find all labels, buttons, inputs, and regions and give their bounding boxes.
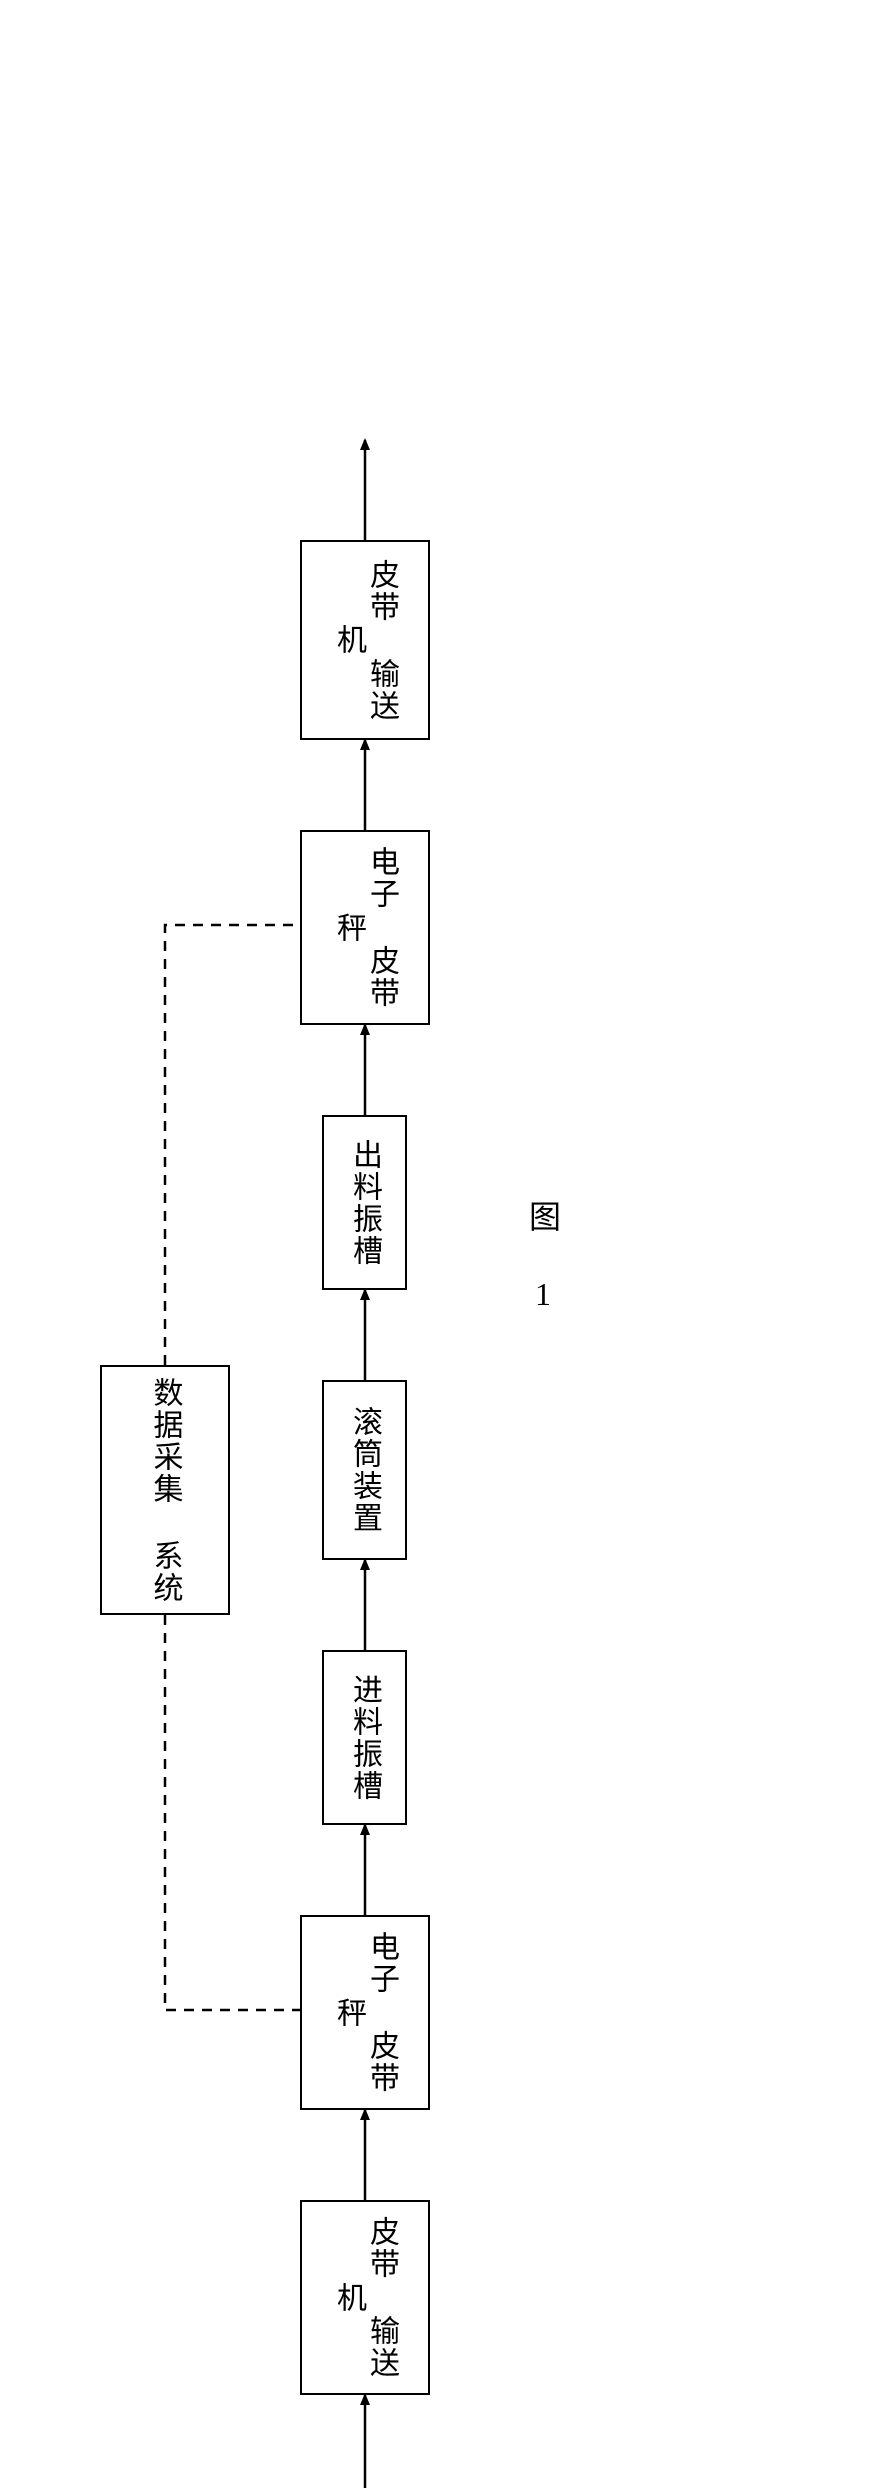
flow-node-n7: 皮带 输送机 bbox=[300, 540, 430, 740]
data-link-dashed bbox=[165, 925, 300, 1365]
flow-node-n5: 出料振槽 bbox=[322, 1115, 407, 1290]
flow-node-n1: 皮带 输送机 bbox=[300, 2200, 430, 2395]
diagram-canvas: 皮带 输送机电子 皮带秤进料振槽滚筒装置出料振槽电子 皮带秤皮带 输送机数据采集… bbox=[0, 0, 886, 2488]
flow-node-n3: 进料振槽 bbox=[322, 1650, 407, 1825]
flow-node-n2: 电子 皮带秤 bbox=[300, 1915, 430, 2110]
flow-node-n6: 电子 皮带秤 bbox=[300, 830, 430, 1025]
flow-node-n8: 数据采集 系统 bbox=[100, 1365, 230, 1615]
connectors-layer bbox=[0, 0, 886, 2488]
figure-caption: 图 1 bbox=[520, 1200, 566, 1316]
data-link-dashed bbox=[165, 1615, 300, 2010]
flow-node-n4: 滚筒装置 bbox=[322, 1380, 407, 1560]
